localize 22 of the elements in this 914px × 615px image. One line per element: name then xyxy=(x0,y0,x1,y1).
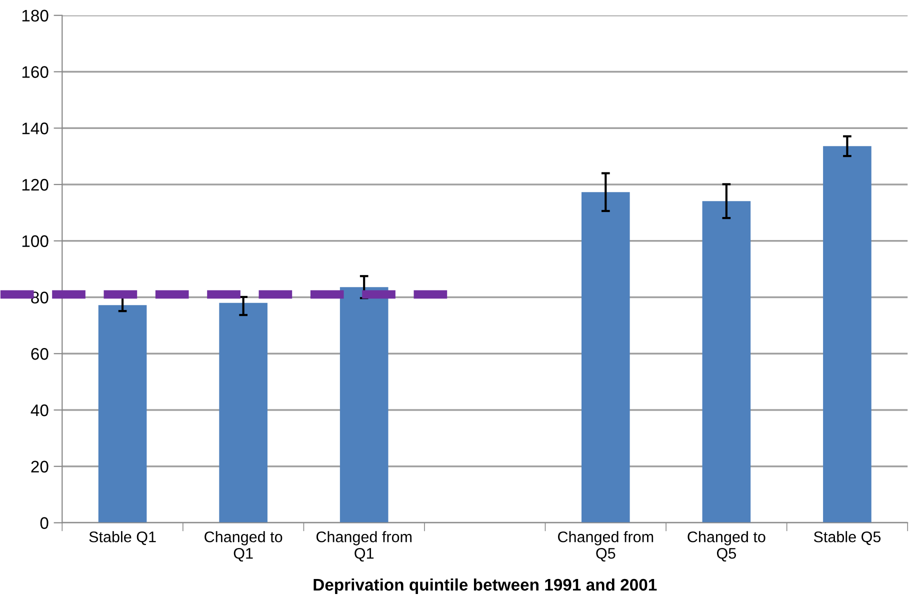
y-tick-label: 0 xyxy=(40,517,48,529)
x-axis-title: Deprivation quintile between 1991 and 2001 xyxy=(314,578,657,594)
x-tick-label: Changed to Q1 xyxy=(204,531,282,562)
x-tick-label: Stable Q5 xyxy=(814,531,881,546)
y-tick-label: 100 xyxy=(22,235,48,248)
y-tick-label: 180 xyxy=(22,10,48,22)
bar xyxy=(219,302,268,523)
bar xyxy=(823,146,872,523)
y-tick-label: 120 xyxy=(22,178,48,191)
x-tick-label: Changed to Q5 xyxy=(688,531,766,562)
y-tick-label: 20 xyxy=(31,460,48,473)
x-tick-label: Changed from Q5 xyxy=(558,531,654,562)
x-tick-label: Changed from Q1 xyxy=(316,531,412,562)
y-tick-label: 160 xyxy=(22,66,48,78)
y-tick-label: 40 xyxy=(30,404,48,416)
y-tick-label: 60 xyxy=(31,348,48,360)
x-tick-label: Stable Q1 xyxy=(89,531,156,546)
bar xyxy=(582,192,630,523)
bar xyxy=(98,305,147,523)
y-tick-label: 140 xyxy=(22,122,48,134)
bar xyxy=(702,201,751,523)
bar xyxy=(340,287,388,523)
